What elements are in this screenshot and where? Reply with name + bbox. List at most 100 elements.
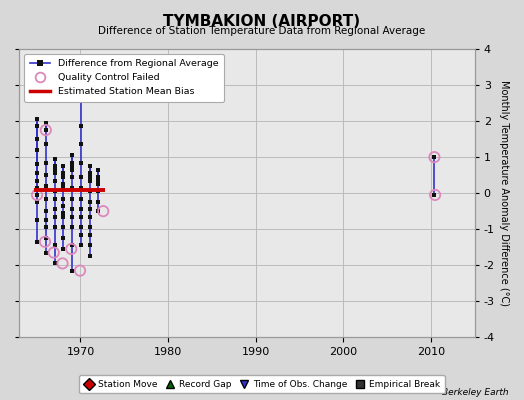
Point <box>68 195 77 202</box>
Point <box>59 202 68 209</box>
Point <box>94 177 103 184</box>
Point <box>77 94 85 101</box>
Point <box>85 242 94 248</box>
Point <box>94 166 103 173</box>
Point <box>430 154 439 160</box>
Point <box>41 172 50 178</box>
Point <box>85 188 94 194</box>
Point <box>59 184 68 191</box>
Point <box>94 181 103 187</box>
Point <box>68 163 77 169</box>
Point <box>77 224 85 230</box>
Point <box>50 260 59 267</box>
Point <box>85 206 94 212</box>
Point <box>77 231 85 238</box>
Point <box>85 163 94 169</box>
Point <box>41 249 50 256</box>
Point <box>59 195 68 202</box>
Point <box>41 120 50 126</box>
Point <box>77 213 85 220</box>
Point <box>33 177 41 184</box>
Point <box>59 210 68 216</box>
Point <box>67 246 75 252</box>
Point <box>68 224 77 230</box>
Point <box>76 268 84 274</box>
Point <box>33 238 41 245</box>
Point <box>77 195 85 202</box>
Point <box>33 161 41 168</box>
Point <box>77 184 85 191</box>
Point <box>77 174 85 180</box>
Point <box>68 174 77 180</box>
Point <box>85 224 94 230</box>
Point <box>50 195 59 202</box>
Point <box>99 208 107 214</box>
Point <box>77 159 85 166</box>
Point <box>33 147 41 153</box>
Point <box>77 123 85 130</box>
Point <box>59 224 68 230</box>
Point <box>33 192 41 198</box>
Point <box>59 235 68 241</box>
Point <box>33 136 41 142</box>
Point <box>59 246 68 252</box>
Point <box>33 170 41 176</box>
Point <box>59 174 68 180</box>
Point <box>33 184 41 191</box>
Point <box>33 123 41 130</box>
Point <box>94 199 103 205</box>
Legend: Difference from Regional Average, Quality Control Failed, Estimated Station Mean: Difference from Regional Average, Qualit… <box>24 54 224 102</box>
Point <box>85 177 94 184</box>
Point <box>85 199 94 205</box>
Point <box>41 208 50 214</box>
Point <box>33 116 41 122</box>
Point <box>50 242 59 248</box>
Point <box>33 217 41 223</box>
Point <box>68 206 77 212</box>
Point <box>77 242 85 248</box>
Point <box>50 224 59 230</box>
Point <box>33 199 41 205</box>
Point <box>85 253 94 259</box>
Point <box>94 188 103 194</box>
Point <box>33 192 41 198</box>
Point <box>94 208 103 214</box>
Point <box>50 170 59 176</box>
Point <box>50 206 59 212</box>
Point <box>50 188 59 194</box>
Point <box>85 170 94 176</box>
Point <box>50 177 59 184</box>
Point <box>68 152 77 158</box>
Point <box>59 163 68 169</box>
Point <box>50 163 59 169</box>
Point <box>94 174 103 180</box>
Point <box>41 238 49 245</box>
Legend: Station Move, Record Gap, Time of Obs. Change, Empirical Break: Station Move, Record Gap, Time of Obs. C… <box>79 376 445 394</box>
Point <box>85 174 94 180</box>
Point <box>68 242 77 248</box>
Point <box>68 213 77 220</box>
Point <box>430 192 439 198</box>
Text: TYMBAKION (AIRPORT): TYMBAKION (AIRPORT) <box>163 14 361 29</box>
Point <box>68 268 77 274</box>
Point <box>41 127 50 133</box>
Text: Berkeley Earth: Berkeley Earth <box>442 388 508 397</box>
Point <box>85 231 94 238</box>
Point <box>50 249 58 256</box>
Point <box>68 184 77 191</box>
Y-axis label: Monthly Temperature Anomaly Difference (°C): Monthly Temperature Anomaly Difference (… <box>499 80 509 306</box>
Point <box>50 166 59 173</box>
Point <box>41 195 50 202</box>
Point <box>41 217 50 223</box>
Point <box>41 159 50 166</box>
Point <box>59 170 68 176</box>
Point <box>58 260 67 267</box>
Point <box>41 224 50 230</box>
Point <box>50 213 59 220</box>
Point <box>41 127 50 133</box>
Point <box>68 166 77 173</box>
Point <box>59 181 68 187</box>
Point <box>41 183 50 189</box>
Point <box>77 206 85 212</box>
Point <box>85 213 94 220</box>
